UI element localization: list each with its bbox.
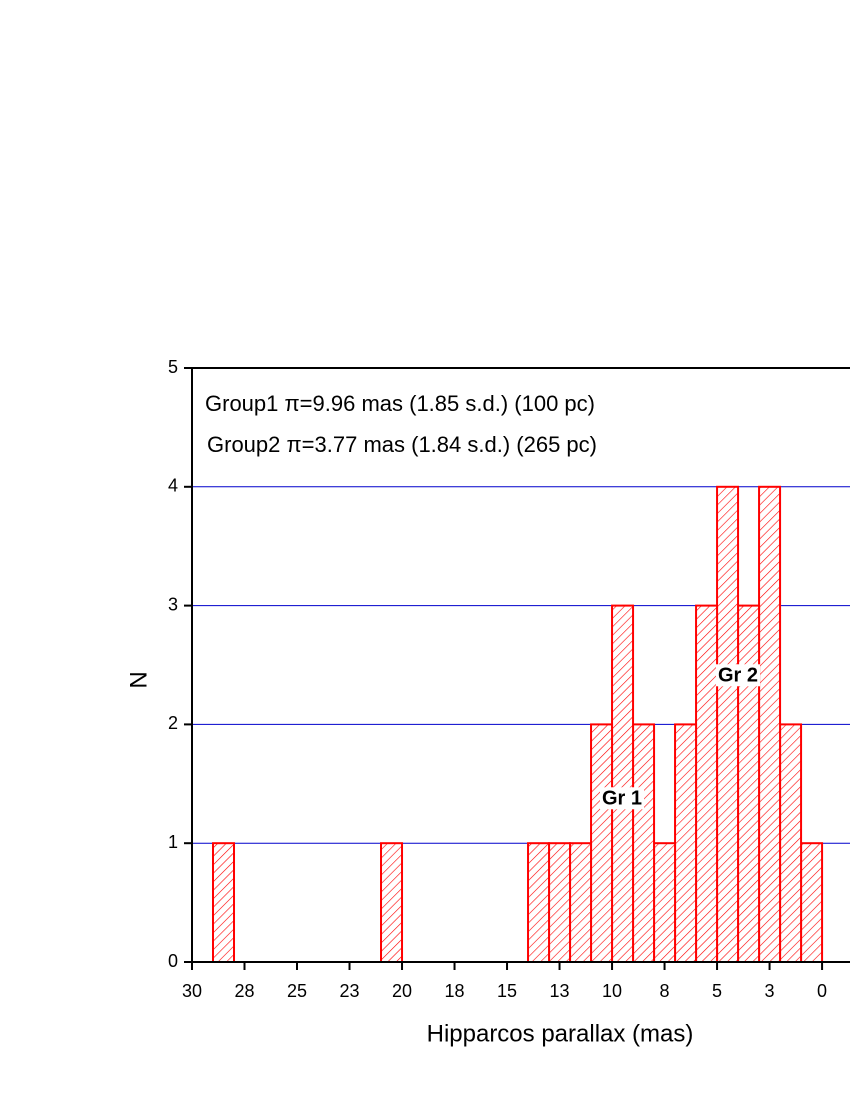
bar [569, 842, 593, 964]
x-tick-label: 28 [234, 981, 254, 1001]
bar [611, 604, 635, 963]
bar [632, 723, 656, 964]
x-tick-label: 18 [445, 981, 465, 1001]
bar [716, 485, 740, 963]
bar [737, 604, 761, 963]
x-tick-label: 3 [765, 981, 775, 1001]
bar [779, 723, 803, 964]
bar [653, 842, 677, 964]
x-tick-label: 25 [287, 981, 307, 1001]
bar [590, 723, 614, 964]
bar [674, 723, 698, 964]
bar [212, 842, 236, 964]
x-axis-label: Hipparcos parallax (mas) [427, 1020, 694, 1047]
y-tick-label: 4 [168, 476, 178, 496]
x-tick-label: 15 [497, 981, 517, 1001]
x-tick-label: 23 [340, 981, 360, 1001]
x-tick-label: 30 [182, 981, 202, 1001]
y-tick-label: 0 [168, 951, 178, 971]
x-tick-label: 20 [392, 981, 412, 1001]
bar [548, 842, 572, 964]
y-tick-label: 3 [168, 594, 178, 614]
bar [758, 485, 782, 963]
annotation: Gr 1 [602, 787, 642, 809]
annotation: Group1 π=9.96 mas (1.85 s.d.) (100 pc) [205, 391, 595, 416]
y-axis-label: N [125, 671, 152, 688]
x-tick-label: 10 [602, 981, 622, 1001]
bar [527, 842, 551, 964]
bar [800, 842, 824, 964]
annotation: Gr 2 [718, 664, 758, 686]
x-tick-label: 5 [712, 981, 722, 1001]
label-background [715, 664, 761, 687]
x-tick-label: 8 [660, 981, 670, 1001]
y-tick-label: 5 [168, 357, 178, 377]
bar [695, 604, 719, 963]
y-tick-label: 1 [168, 832, 178, 852]
bar [380, 842, 404, 964]
x-tick-label: 0 [817, 981, 827, 1001]
y-tick-label: 2 [168, 713, 178, 733]
x-tick-label: 13 [550, 981, 570, 1001]
annotation: Group2 π=3.77 mas (1.84 s.d.) (265 pc) [207, 432, 597, 457]
label-background [599, 787, 645, 810]
